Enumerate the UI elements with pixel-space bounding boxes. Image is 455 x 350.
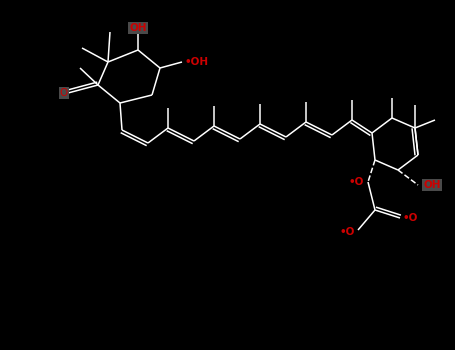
- Text: OH: OH: [423, 180, 440, 190]
- Text: •O: •O: [349, 177, 364, 187]
- Text: •O: •O: [403, 213, 419, 223]
- Text: •OH: •OH: [184, 57, 208, 67]
- Text: •O: •O: [339, 227, 355, 237]
- Text: OH: OH: [129, 23, 147, 33]
- Text: O: O: [60, 88, 68, 98]
